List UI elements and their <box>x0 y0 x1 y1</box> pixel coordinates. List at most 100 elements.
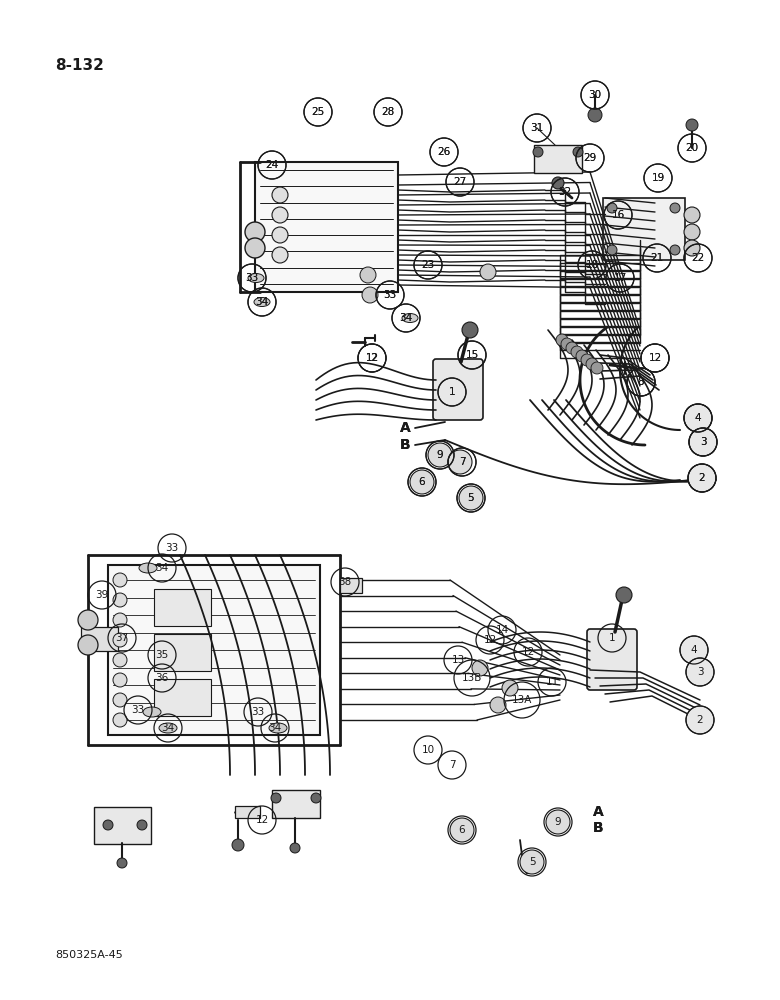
Circle shape <box>520 850 544 874</box>
Ellipse shape <box>402 314 418 322</box>
Text: 3: 3 <box>697 667 704 677</box>
Ellipse shape <box>159 723 177 733</box>
Text: 34: 34 <box>255 297 268 307</box>
Text: 35: 35 <box>155 650 168 660</box>
Circle shape <box>113 593 127 607</box>
Text: B: B <box>593 821 603 835</box>
Circle shape <box>581 354 593 366</box>
Text: 20: 20 <box>686 143 699 153</box>
Text: 19: 19 <box>651 173 665 183</box>
Text: 29: 29 <box>583 153 597 163</box>
Text: 29: 29 <box>583 153 597 163</box>
Text: B: B <box>593 821 603 835</box>
FancyBboxPatch shape <box>154 679 211 716</box>
Circle shape <box>684 404 712 432</box>
Circle shape <box>410 470 434 494</box>
Circle shape <box>472 660 488 676</box>
Circle shape <box>113 653 127 667</box>
Text: 27: 27 <box>453 177 466 187</box>
Text: A: A <box>593 805 604 819</box>
Circle shape <box>137 820 147 830</box>
Text: 27: 27 <box>453 177 466 187</box>
Text: 6: 6 <box>419 477 425 487</box>
Text: 15: 15 <box>466 350 479 360</box>
Text: 8: 8 <box>638 377 644 387</box>
FancyBboxPatch shape <box>255 162 398 292</box>
Circle shape <box>113 633 127 647</box>
Text: A: A <box>593 805 604 819</box>
Circle shape <box>113 713 127 727</box>
Text: 14: 14 <box>495 625 509 635</box>
Circle shape <box>670 245 680 255</box>
Circle shape <box>311 793 321 803</box>
Circle shape <box>670 203 680 213</box>
Text: 12: 12 <box>484 635 497 645</box>
Text: 7: 7 <box>459 457 466 467</box>
Text: 39: 39 <box>95 590 108 600</box>
Text: 12: 12 <box>648 353 661 363</box>
Circle shape <box>533 147 543 157</box>
Text: 3: 3 <box>700 437 707 447</box>
FancyBboxPatch shape <box>340 578 362 593</box>
Text: 12: 12 <box>366 353 378 363</box>
Circle shape <box>272 207 288 223</box>
Text: 33: 33 <box>384 290 396 300</box>
Text: 11: 11 <box>545 677 558 687</box>
Text: 33: 33 <box>131 705 144 715</box>
Text: 24: 24 <box>265 160 278 170</box>
Circle shape <box>272 227 288 243</box>
Circle shape <box>502 680 518 696</box>
Text: 1: 1 <box>448 387 456 397</box>
Circle shape <box>571 346 583 358</box>
Text: 2: 2 <box>697 715 704 725</box>
Circle shape <box>684 207 700 223</box>
Circle shape <box>607 203 617 213</box>
Text: 9: 9 <box>437 450 443 460</box>
Circle shape <box>290 843 300 853</box>
Text: 8: 8 <box>638 377 644 387</box>
Text: 16: 16 <box>612 210 625 220</box>
Text: 1: 1 <box>448 387 456 397</box>
Text: 33: 33 <box>165 543 179 553</box>
Text: 28: 28 <box>381 107 395 117</box>
Text: A: A <box>399 421 410 435</box>
Text: 21: 21 <box>651 253 664 263</box>
Circle shape <box>686 706 714 734</box>
Circle shape <box>490 697 506 713</box>
Circle shape <box>686 658 714 686</box>
Circle shape <box>272 187 288 203</box>
Text: 25: 25 <box>311 107 324 117</box>
Text: 8-132: 8-132 <box>55 57 104 73</box>
Text: 5: 5 <box>468 493 474 503</box>
Circle shape <box>591 362 603 374</box>
Circle shape <box>561 338 573 350</box>
Circle shape <box>362 287 378 303</box>
Circle shape <box>688 464 716 492</box>
Circle shape <box>78 635 98 655</box>
Text: 34: 34 <box>399 313 413 323</box>
Circle shape <box>245 222 265 242</box>
Ellipse shape <box>139 563 157 573</box>
Text: 31: 31 <box>530 123 544 133</box>
Text: 20: 20 <box>686 143 699 153</box>
Circle shape <box>245 238 265 258</box>
Text: 36: 36 <box>155 673 168 683</box>
Text: 22: 22 <box>691 253 704 263</box>
FancyBboxPatch shape <box>603 198 685 260</box>
Ellipse shape <box>248 273 264 282</box>
Text: 12: 12 <box>648 353 661 363</box>
Text: 31: 31 <box>530 123 544 133</box>
Text: 18: 18 <box>585 260 598 270</box>
Circle shape <box>689 428 717 456</box>
Text: 30: 30 <box>588 90 601 100</box>
Text: 13: 13 <box>452 655 465 665</box>
FancyBboxPatch shape <box>272 790 320 818</box>
Circle shape <box>686 119 698 131</box>
Circle shape <box>480 264 496 280</box>
Text: 7: 7 <box>459 457 466 467</box>
Text: 7: 7 <box>448 760 456 770</box>
Text: 21: 21 <box>651 253 664 263</box>
Text: 6: 6 <box>419 477 425 487</box>
Text: 19: 19 <box>651 173 665 183</box>
FancyBboxPatch shape <box>534 145 582 173</box>
